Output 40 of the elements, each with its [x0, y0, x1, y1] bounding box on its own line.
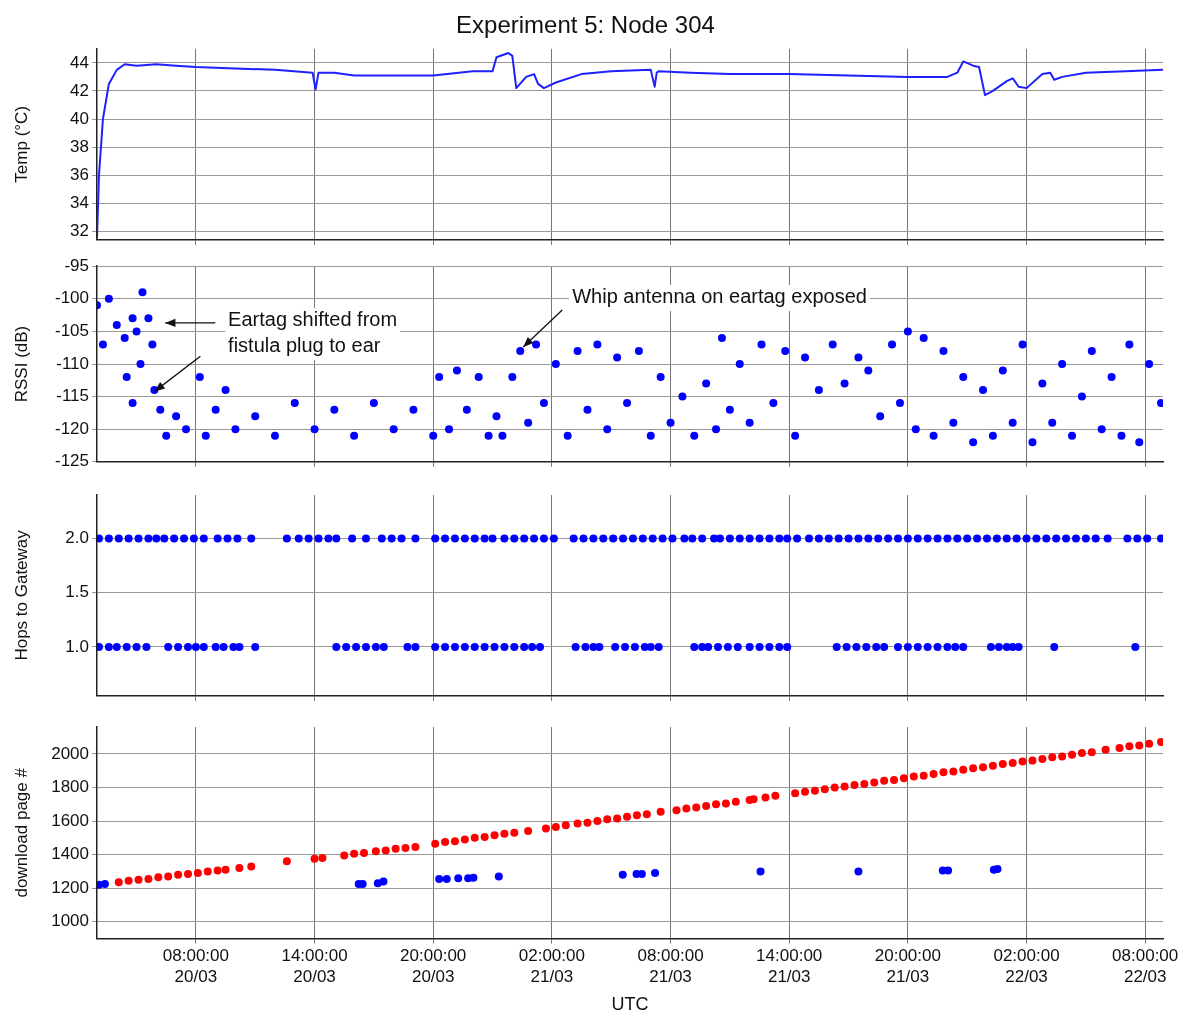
y-tick-label: -125 — [54, 451, 89, 471]
annotation: Whip antenna on eartag exposed — [572, 285, 867, 308]
x-tick-label: 08:00:00 22/03 — [1112, 946, 1179, 986]
y-tick-label: 1400 — [51, 844, 89, 864]
y-tick-label: -105 — [54, 321, 89, 341]
x-tick-label: 20:00:00 20/03 — [400, 946, 467, 986]
x-tick-label: 14:00:00 20/03 — [281, 946, 348, 986]
chart-title: Experiment 5: Node 304 — [456, 11, 715, 39]
x-tick-label: 08:00:00 20/03 — [162, 946, 229, 986]
y-tick-label: 1800 — [51, 777, 89, 797]
y-tick-label: 44 — [70, 52, 89, 72]
y-axis-title: download page # — [11, 767, 31, 898]
y-tick-label: 1.0 — [65, 636, 89, 656]
y-axis-title: Temp (°C) — [11, 105, 31, 183]
y-tick-label: -120 — [54, 418, 89, 438]
y-tick-label: -100 — [54, 288, 89, 308]
y-tick-label: 1000 — [51, 911, 89, 931]
x-tick-label: 20:00:00 21/03 — [874, 946, 941, 986]
y-axis-title: RSSI (dB) — [11, 325, 31, 403]
y-tick-label: 32 — [70, 221, 89, 241]
y-tick-label: -115 — [56, 386, 89, 406]
x-tick-label: 02:00:00 22/03 — [993, 946, 1060, 986]
x-tick-label: 08:00:00 21/03 — [637, 946, 704, 986]
y-tick-label: 40 — [70, 108, 89, 128]
x-tick-label: 14:00:00 21/03 — [756, 946, 823, 986]
y-tick-label: 1200 — [51, 877, 89, 897]
y-tick-label: 1.5 — [65, 582, 89, 602]
x-axis-title: UTC — [611, 994, 649, 1015]
y-tick-label: 34 — [70, 192, 89, 212]
y-tick-label: 2.0 — [65, 528, 89, 548]
annotation: Eartag shifted from fistula plug to ear — [228, 308, 398, 357]
y-tick-label: -110 — [56, 353, 89, 373]
y-tick-label: 1600 — [51, 810, 89, 830]
y-axis-title: Hops to Gateway — [11, 529, 31, 661]
y-tick-label: 2000 — [51, 743, 89, 763]
y-tick-label: 36 — [70, 164, 89, 184]
x-tick-label: 02:00:00 21/03 — [518, 946, 585, 986]
y-tick-label: 38 — [70, 136, 89, 156]
y-tick-label: -95 — [64, 255, 89, 275]
y-tick-label: 42 — [70, 80, 89, 100]
